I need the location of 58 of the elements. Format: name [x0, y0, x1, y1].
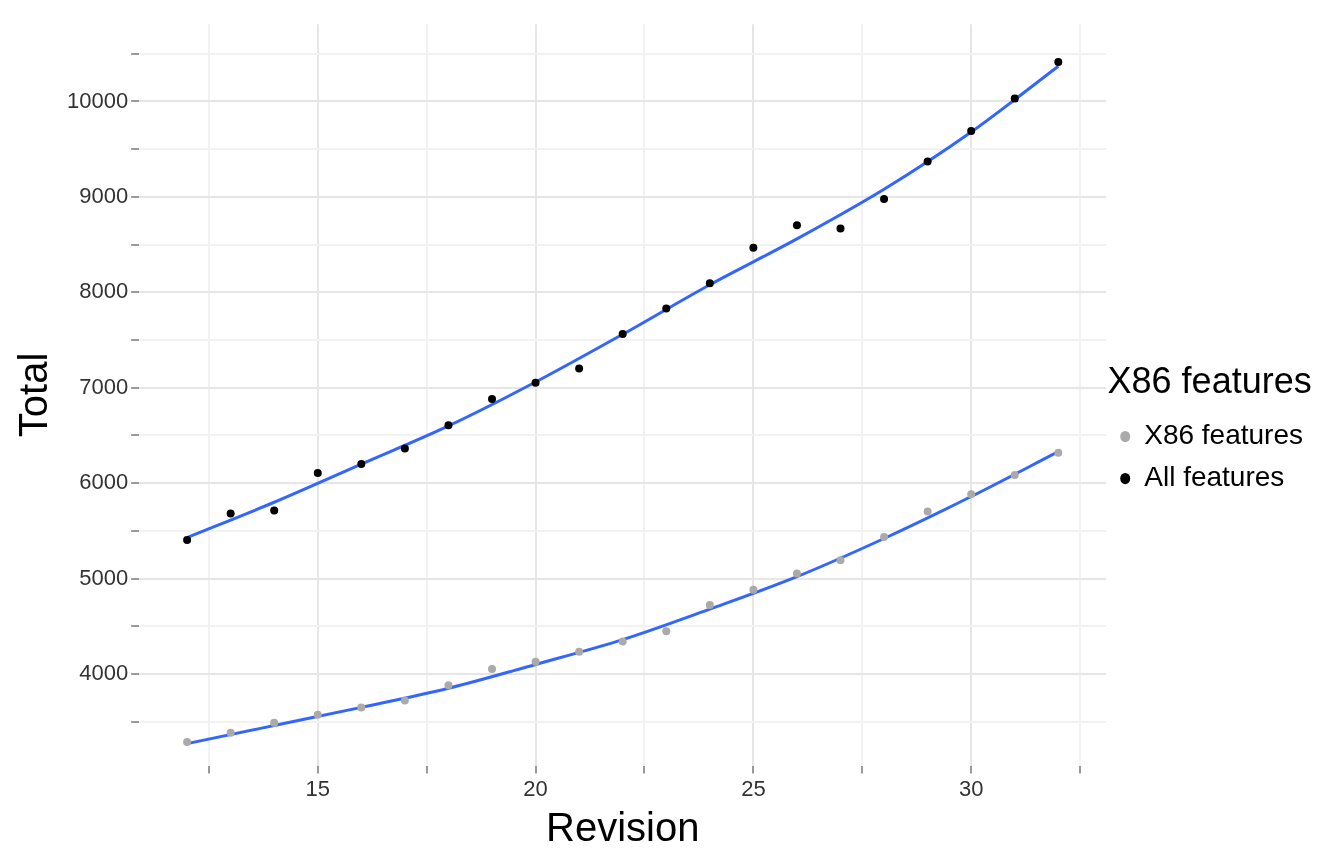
point	[226, 728, 235, 737]
point	[357, 703, 366, 712]
point	[488, 664, 497, 673]
point	[836, 556, 845, 565]
point	[880, 532, 889, 541]
y-tick-label: 5000	[79, 564, 129, 590]
point	[1054, 57, 1063, 66]
point	[749, 243, 758, 252]
legend-label: X86 features	[1144, 419, 1304, 451]
point	[531, 657, 540, 666]
point	[662, 627, 671, 636]
point	[880, 194, 889, 203]
point	[270, 718, 279, 727]
point	[531, 378, 540, 387]
point	[1010, 94, 1019, 103]
point	[967, 490, 976, 499]
y-tick-label: 6000	[79, 469, 129, 495]
point	[357, 459, 366, 468]
point	[662, 304, 671, 313]
y-tick-label: 7000	[79, 373, 129, 399]
legend-label: All features	[1144, 461, 1285, 493]
point	[183, 738, 192, 747]
point	[400, 444, 409, 453]
point	[1054, 448, 1063, 457]
point	[400, 696, 409, 705]
point	[444, 421, 453, 430]
y-axis-title: Total	[11, 352, 56, 438]
point	[1010, 471, 1019, 480]
point	[575, 364, 584, 373]
point	[270, 506, 279, 515]
point	[226, 509, 235, 518]
x-tick-label: 20	[523, 775, 548, 801]
x-tick-label: 30	[958, 775, 984, 801]
y-tick-label: 8000	[79, 278, 129, 304]
y-tick-label: 10000	[66, 87, 129, 113]
x-tick-label: 25	[741, 775, 766, 801]
point	[792, 569, 801, 578]
point	[575, 647, 584, 656]
point	[618, 329, 627, 338]
x-axis-title: Revision	[546, 805, 700, 850]
point	[967, 126, 976, 135]
point	[836, 224, 845, 233]
point	[444, 681, 453, 690]
point	[488, 394, 497, 403]
point	[923, 507, 932, 516]
point	[705, 279, 714, 288]
point	[313, 469, 322, 478]
point	[749, 585, 758, 594]
point	[792, 221, 801, 230]
x-tick-label: 15	[305, 775, 331, 801]
legend-title: X86 features	[1107, 360, 1312, 402]
point	[705, 601, 714, 610]
y-tick-label: 9000	[79, 182, 129, 208]
point	[313, 710, 322, 719]
y-tick-label: 4000	[79, 660, 129, 686]
point	[618, 637, 627, 646]
point	[183, 536, 192, 545]
point	[923, 157, 932, 166]
